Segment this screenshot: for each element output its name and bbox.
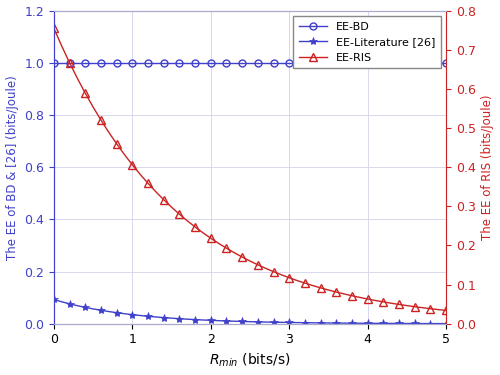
- EE-Literature [26]: [168, 316, 174, 320]
- EE-RIS: [310, 283, 316, 288]
- EE-Literature [26]: [443, 321, 449, 326]
- EE-BD: [137, 60, 143, 65]
- EE-RIS: [443, 308, 449, 313]
- Line: EE-RIS: EE-RIS: [50, 24, 450, 315]
- Legend: EE-BD, EE-Literature [26], EE-RIS: EE-BD, EE-Literature [26], EE-RIS: [294, 16, 440, 68]
- EE-Literature [26]: [310, 321, 316, 325]
- EE-BD: [51, 60, 57, 65]
- EE-Literature [26]: [334, 321, 340, 325]
- EE-Literature [26]: [436, 321, 442, 326]
- EE-BD: [310, 60, 316, 65]
- EE-BD: [334, 60, 340, 65]
- X-axis label: $R_{min}$ (bits/s): $R_{min}$ (bits/s): [209, 352, 291, 369]
- EE-RIS: [51, 26, 57, 30]
- EE-BD: [176, 60, 182, 65]
- EE-BD: [436, 60, 442, 65]
- EE-RIS: [137, 172, 143, 177]
- Y-axis label: The EE of BD & [26] (bits/Joule): The EE of BD & [26] (bits/Joule): [6, 75, 18, 260]
- EE-RIS: [436, 308, 442, 312]
- EE-Literature [26]: [176, 316, 182, 321]
- Y-axis label: The EE of RIS (bits/Joule): The EE of RIS (bits/Joule): [482, 94, 494, 240]
- EE-RIS: [334, 290, 340, 294]
- EE-BD: [168, 60, 174, 65]
- Line: EE-BD: EE-BD: [50, 59, 450, 66]
- Line: EE-Literature [26]: EE-Literature [26]: [50, 296, 450, 328]
- EE-RIS: [168, 205, 174, 209]
- EE-RIS: [176, 212, 182, 216]
- EE-BD: [443, 60, 449, 65]
- EE-Literature [26]: [137, 313, 143, 318]
- EE-Literature [26]: [51, 297, 57, 302]
